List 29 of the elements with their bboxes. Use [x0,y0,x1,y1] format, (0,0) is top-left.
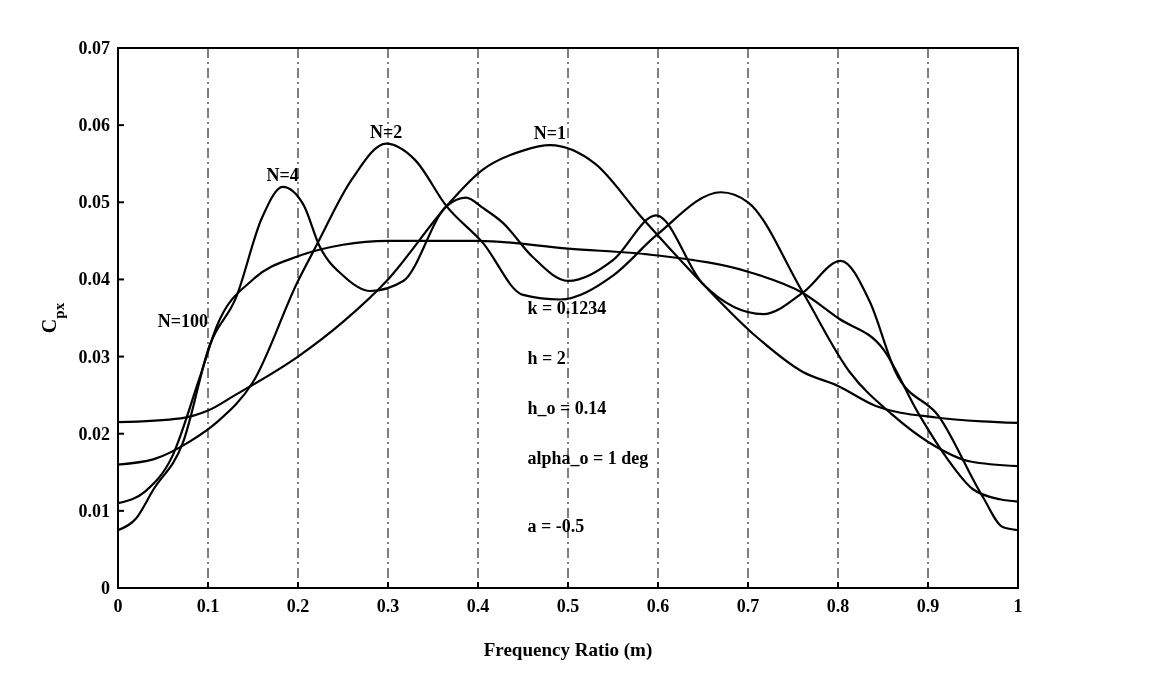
annotation: alpha_o = 1 deg [527,448,649,469]
annotation: N=100 [157,311,208,332]
y-tick-label: 0.05 [78,192,110,213]
y-tick-label: 0.03 [78,346,110,367]
y-tick-label: 0.02 [78,423,110,444]
y-tick-label: 0.07 [78,38,110,58]
x-tick-label: 0.8 [826,596,850,616]
x-tick-label: 0.4 [466,596,490,616]
x-tick-label: 1 [1013,596,1023,616]
x-tick-label: 0.1 [196,596,220,616]
annotation: h = 2 [527,348,566,369]
annotation: N=2 [370,121,403,142]
annotation: k = 0.1234 [527,298,607,319]
annotation: h_o = 0.14 [527,398,607,419]
x-tick-label: 0.3 [376,596,400,616]
annotation: N=4 [266,164,299,185]
x-tick-label: 0 [113,596,123,616]
annotation: N=1 [533,123,567,144]
y-tick-label: 0 [101,578,110,598]
x-tick-label: 0.9 [916,596,940,616]
x-tick-label: 0.5 [556,596,580,616]
y-tick-label: 0.01 [78,500,110,521]
x-axis-title: Frequency Ratio (m) [483,639,653,661]
x-tick-label: 0.7 [736,596,760,616]
x-tick-label: 0.6 [646,596,670,616]
y-tick-label: 0.06 [78,115,110,136]
annotation: a = -0.5 [527,516,585,537]
x-tick-label: 0.2 [286,596,310,616]
y-tick-label: 0.04 [78,269,110,290]
